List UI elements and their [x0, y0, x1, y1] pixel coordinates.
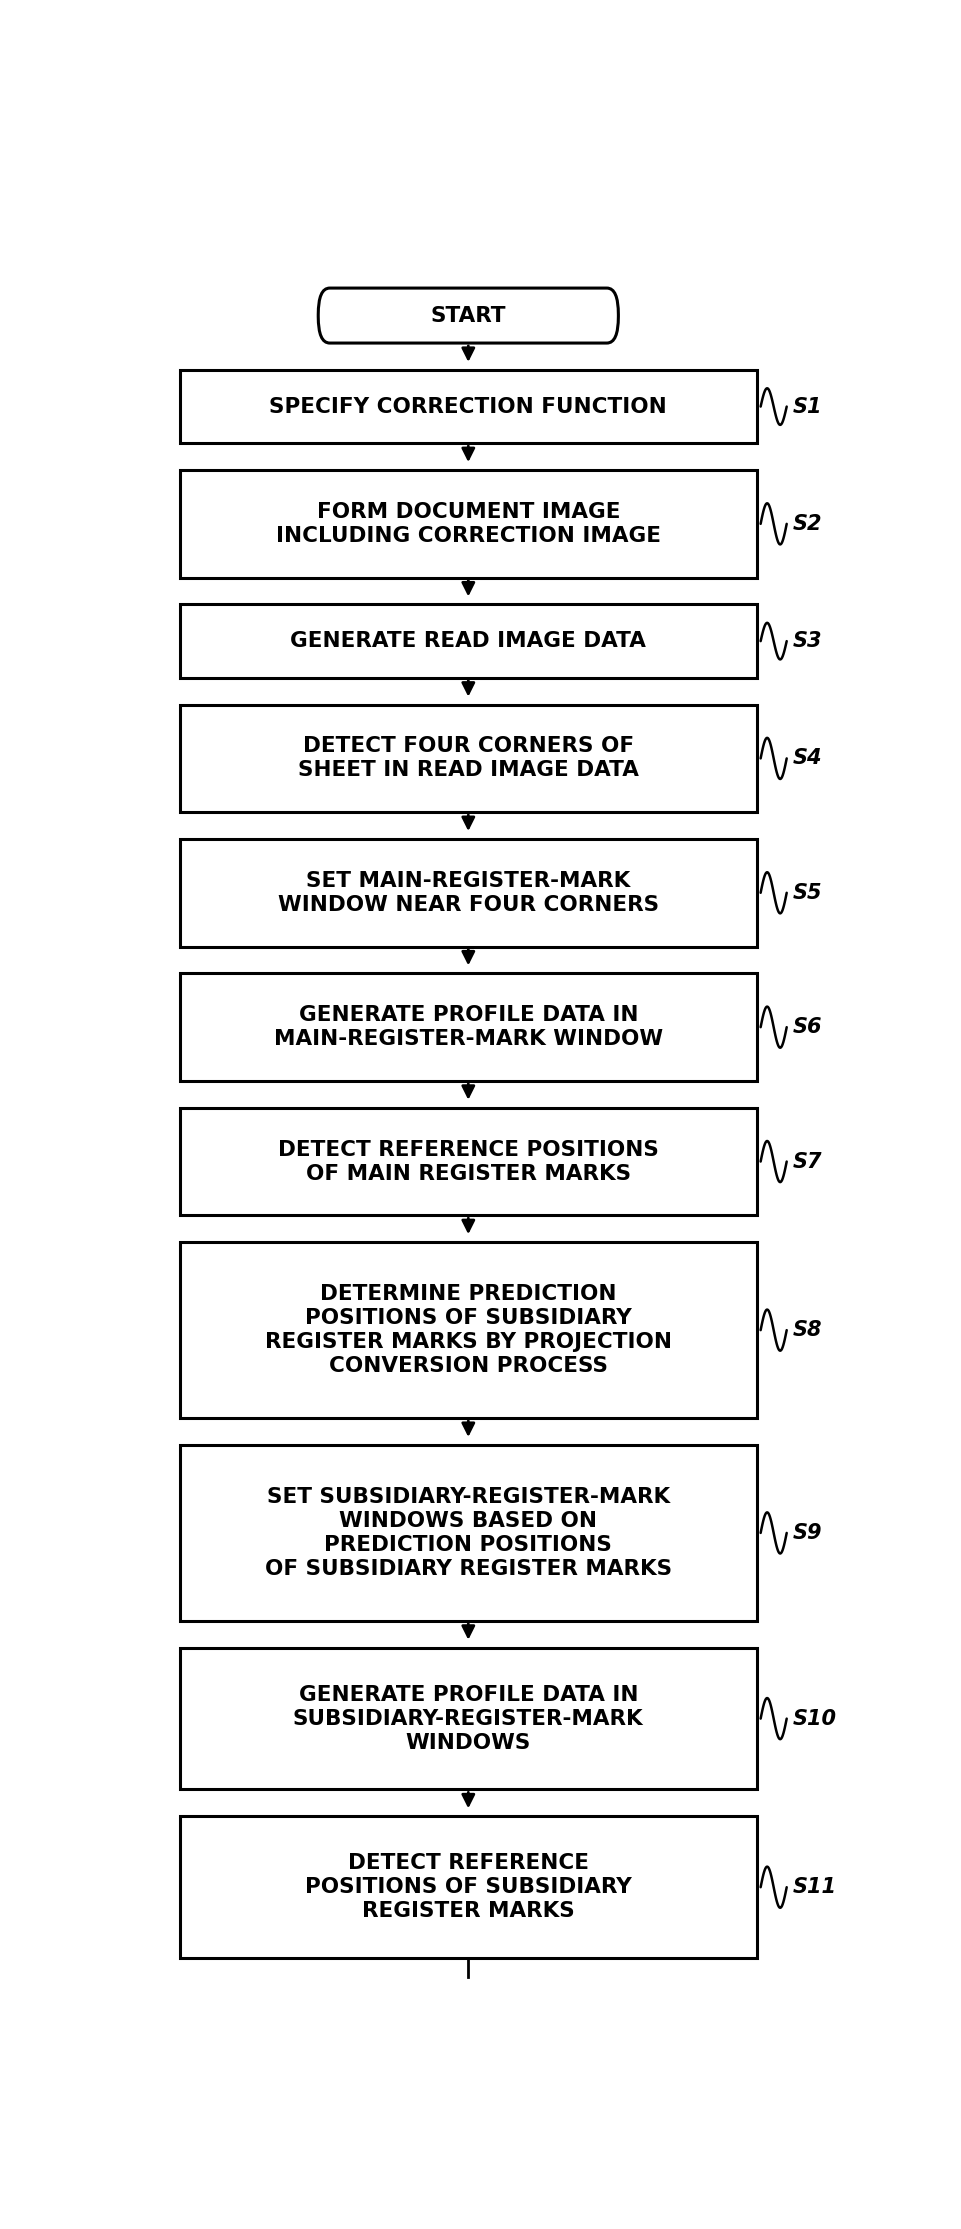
- Text: DETECT REFERENCE
POSITIONS OF SUBSIDIARY
REGISTER MARKS: DETECT REFERENCE POSITIONS OF SUBSIDIARY…: [305, 1852, 631, 1921]
- Text: S8: S8: [793, 1320, 823, 1340]
- Text: S9: S9: [793, 1522, 823, 1542]
- FancyBboxPatch shape: [180, 704, 757, 811]
- Text: SET MAIN-REGISTER-MARK
WINDOW NEAR FOUR CORNERS: SET MAIN-REGISTER-MARK WINDOW NEAR FOUR …: [278, 872, 659, 914]
- Text: S7: S7: [793, 1152, 823, 1172]
- Text: DETERMINE PREDICTION
POSITIONS OF SUBSIDIARY
REGISTER MARKS BY PROJECTION
CONVER: DETERMINE PREDICTION POSITIONS OF SUBSID…: [265, 1284, 672, 1375]
- FancyBboxPatch shape: [180, 604, 757, 678]
- Text: S3: S3: [793, 631, 823, 651]
- Text: S4: S4: [793, 749, 823, 769]
- Text: GENERATE PROFILE DATA IN
MAIN-REGISTER-MARK WINDOW: GENERATE PROFILE DATA IN MAIN-REGISTER-M…: [274, 1005, 663, 1050]
- FancyBboxPatch shape: [180, 1444, 757, 1620]
- FancyBboxPatch shape: [180, 1242, 757, 1418]
- Text: S6: S6: [793, 1016, 823, 1036]
- FancyBboxPatch shape: [180, 974, 757, 1081]
- FancyBboxPatch shape: [318, 288, 618, 343]
- Text: S10: S10: [793, 1710, 837, 1730]
- Text: GENERATE PROFILE DATA IN
SUBSIDIARY-REGISTER-MARK
WINDOWS: GENERATE PROFILE DATA IN SUBSIDIARY-REGI…: [293, 1685, 644, 1752]
- Text: SET SUBSIDIARY-REGISTER-MARK
WINDOWS BASED ON
PREDICTION POSITIONS
OF SUBSIDIARY: SET SUBSIDIARY-REGISTER-MARK WINDOWS BAS…: [264, 1487, 672, 1578]
- FancyBboxPatch shape: [180, 1817, 757, 1957]
- Text: S1: S1: [793, 397, 823, 417]
- FancyBboxPatch shape: [180, 838, 757, 947]
- FancyBboxPatch shape: [180, 1647, 757, 1790]
- Text: DETECT REFERENCE POSITIONS
OF MAIN REGISTER MARKS: DETECT REFERENCE POSITIONS OF MAIN REGIS…: [278, 1139, 658, 1184]
- FancyBboxPatch shape: [180, 370, 757, 444]
- Text: START: START: [431, 305, 506, 325]
- Text: S5: S5: [793, 883, 823, 903]
- Text: S2: S2: [793, 515, 823, 535]
- FancyBboxPatch shape: [180, 1108, 757, 1215]
- Text: DETECT FOUR CORNERS OF
SHEET IN READ IMAGE DATA: DETECT FOUR CORNERS OF SHEET IN READ IMA…: [298, 736, 639, 780]
- Text: SPECIFY CORRECTION FUNCTION: SPECIFY CORRECTION FUNCTION: [269, 397, 667, 417]
- Text: FORM DOCUMENT IMAGE
INCLUDING CORRECTION IMAGE: FORM DOCUMENT IMAGE INCLUDING CORRECTION…: [276, 502, 661, 546]
- FancyBboxPatch shape: [180, 470, 757, 577]
- Text: GENERATE READ IMAGE DATA: GENERATE READ IMAGE DATA: [290, 631, 646, 651]
- Text: S11: S11: [793, 1877, 837, 1897]
